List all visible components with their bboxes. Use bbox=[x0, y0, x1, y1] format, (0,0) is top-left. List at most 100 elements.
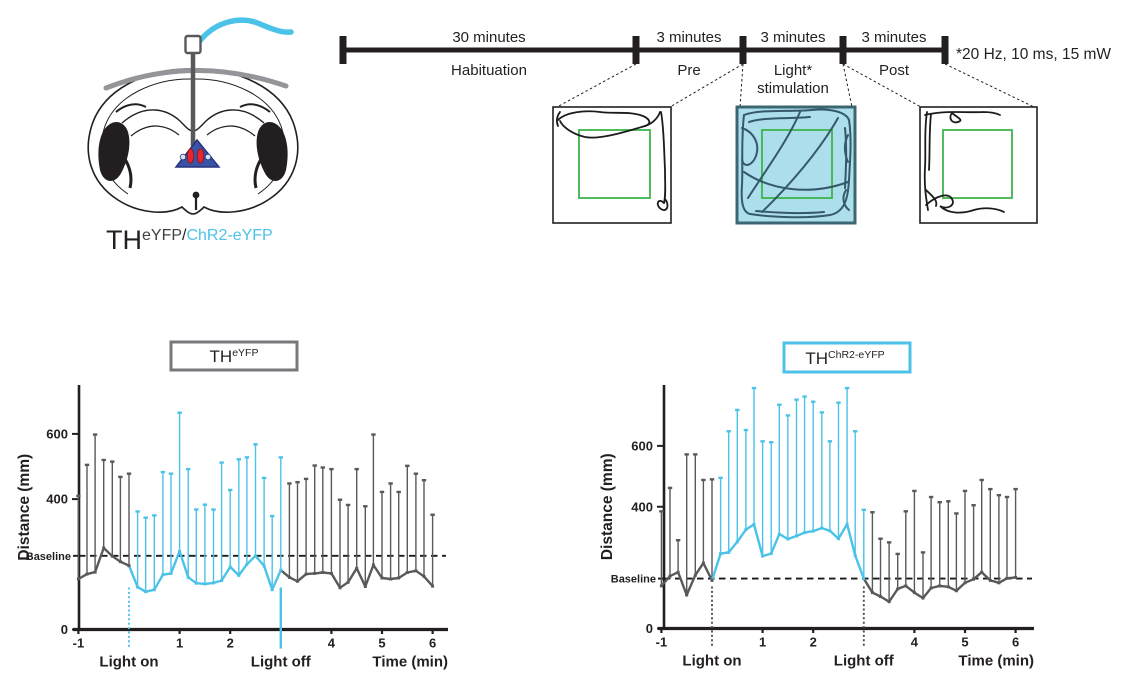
upper-streaks bbox=[115, 103, 271, 113]
data-point bbox=[422, 574, 426, 578]
chart-title-eyfp: THeYFP bbox=[169, 340, 299, 372]
data-point bbox=[228, 565, 232, 569]
data-point bbox=[896, 587, 900, 591]
data-point bbox=[313, 571, 317, 575]
baseline-label: Baseline bbox=[26, 551, 71, 563]
data-point bbox=[744, 528, 748, 532]
y-axis-label: Distance (mm) bbox=[16, 454, 33, 561]
construct-label-main: TH bbox=[106, 225, 142, 255]
light-off-label: Light off bbox=[251, 654, 312, 671]
x-tick-label: 1 bbox=[759, 635, 766, 650]
timeline-tick-2 bbox=[739, 36, 747, 64]
center-zone-outline bbox=[761, 129, 833, 199]
arena-outline bbox=[552, 106, 672, 224]
data-point bbox=[405, 570, 409, 574]
data-point bbox=[921, 596, 925, 600]
data-point bbox=[735, 540, 739, 544]
x-tick-label: 6 bbox=[429, 636, 436, 651]
baseline-label: Baseline bbox=[611, 574, 656, 586]
data-point bbox=[946, 585, 950, 589]
data-point bbox=[963, 581, 967, 585]
data-point bbox=[262, 564, 266, 568]
data-point bbox=[102, 546, 106, 550]
data-point bbox=[110, 554, 114, 558]
ventral-keyhole bbox=[192, 191, 200, 199]
chart-title-main: TH bbox=[210, 347, 233, 366]
data-point bbox=[668, 574, 672, 578]
data-point bbox=[76, 577, 80, 581]
x-tick-label: 2 bbox=[227, 636, 234, 651]
x-axis-label: Time (min) bbox=[372, 654, 448, 671]
data-point bbox=[329, 571, 333, 575]
construct-label-chr2: ChR2-eYFP bbox=[186, 227, 272, 244]
data-point bbox=[85, 572, 89, 576]
locomotion-trace bbox=[556, 110, 669, 211]
data-point bbox=[127, 564, 131, 568]
data-point bbox=[769, 552, 773, 556]
data-point bbox=[820, 526, 824, 530]
data-point bbox=[980, 570, 984, 574]
data-point bbox=[752, 522, 756, 526]
data-point bbox=[972, 577, 976, 581]
segment-duration-post: 3 minutes bbox=[861, 29, 926, 46]
tract-streak-right bbox=[253, 151, 268, 189]
nucleus-outline-right bbox=[204, 153, 212, 161]
x-tick-label: -1 bbox=[73, 636, 85, 651]
data-point bbox=[194, 581, 198, 585]
data-point bbox=[220, 579, 224, 583]
data-point bbox=[431, 584, 435, 588]
segment-phase-light: Light* bbox=[774, 62, 813, 79]
data-point bbox=[186, 575, 190, 579]
data-point bbox=[676, 570, 680, 574]
light-on-label: Light on bbox=[99, 654, 158, 671]
timeline-bar bbox=[343, 47, 945, 53]
data-point bbox=[845, 522, 849, 526]
y-tick-label: 400 bbox=[631, 499, 653, 514]
construct-label-eyfp: eYFP bbox=[142, 227, 182, 244]
segment-duration-pre: 3 minutes bbox=[656, 29, 721, 46]
x-tick-label: 4 bbox=[911, 635, 919, 650]
segment-phase-light-line2: stimulation bbox=[757, 80, 829, 97]
data-point bbox=[887, 600, 891, 604]
locomotion-trace bbox=[923, 111, 1005, 214]
center-zone-outline bbox=[942, 129, 1013, 199]
data-point bbox=[346, 580, 350, 584]
data-point bbox=[178, 549, 182, 553]
data-point bbox=[389, 577, 393, 581]
nucleus-red-left bbox=[186, 148, 195, 164]
experiment-timeline: 30 minutes 3 minutes 3 minutes 3 minutes… bbox=[339, 29, 1111, 108]
data-point bbox=[321, 570, 325, 574]
data-point bbox=[169, 571, 173, 575]
data-point bbox=[338, 586, 342, 590]
data-point bbox=[693, 573, 697, 577]
x-axis-label: Time (min) bbox=[958, 653, 1034, 670]
y-tick-label: 600 bbox=[631, 438, 653, 453]
data-point bbox=[912, 591, 916, 595]
lateral-structure-left bbox=[98, 121, 130, 182]
x-tick-label: 5 bbox=[961, 635, 968, 650]
data-point bbox=[811, 529, 815, 533]
arena-outline-stim bbox=[735, 105, 857, 225]
leader-lines bbox=[556, 63, 1035, 108]
x-tick-label: 4 bbox=[328, 636, 336, 651]
y-tick-label: 0 bbox=[646, 621, 653, 636]
data-point bbox=[803, 531, 807, 535]
chart-title-sup: eYFP bbox=[232, 347, 258, 359]
chart-title-main: TH bbox=[805, 349, 828, 368]
construct-label: THeYFP/ChR2-eYFP bbox=[106, 225, 273, 255]
light-off-label: Light off bbox=[834, 653, 895, 670]
data-point bbox=[786, 537, 790, 541]
open-field-pre bbox=[552, 106, 672, 224]
stim-parameters-note: *20 Hz, 10 ms, 15 mW bbox=[956, 46, 1111, 63]
data-point bbox=[144, 590, 148, 594]
data-point bbox=[254, 554, 257, 558]
y-axis-label: Distance (mm) bbox=[599, 453, 616, 560]
data-point bbox=[1005, 576, 1009, 580]
data-point bbox=[203, 582, 207, 586]
data-point bbox=[270, 588, 274, 592]
data-point bbox=[904, 584, 908, 588]
data-point bbox=[93, 570, 97, 574]
data-point bbox=[161, 573, 165, 577]
